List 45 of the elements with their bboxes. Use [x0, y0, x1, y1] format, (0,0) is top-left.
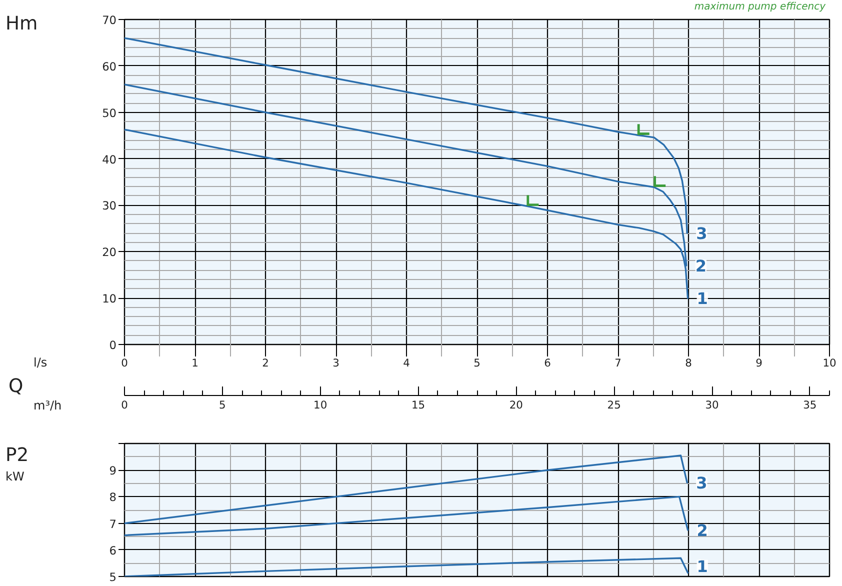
x-tick-label: 10	[822, 356, 836, 370]
x-tick-label: 6	[544, 356, 552, 370]
y-tick-label: 7	[109, 516, 117, 531]
x-tick-label: 3	[332, 356, 340, 370]
y-tick-label: 50	[102, 106, 117, 120]
y-tick-label: 0	[109, 338, 117, 352]
y-axis-title: Hm	[6, 14, 38, 34]
x-tick-label: 4	[403, 356, 410, 370]
x2-tick-label: 35	[803, 398, 817, 412]
y-tick-label: 10	[102, 292, 117, 306]
y-tick-label: 8	[109, 490, 117, 504]
y-tick-label: 6	[109, 543, 117, 558]
x-tick-label: 1	[192, 356, 198, 370]
x-axis-title: l/s	[34, 356, 48, 370]
series-label: 2	[696, 520, 708, 540]
y-tick-label: 20	[102, 245, 117, 260]
series-label: 2	[695, 256, 707, 276]
y-tick-label: 70	[102, 13, 117, 27]
y-tick-label: 30	[102, 198, 117, 213]
x2-tick-label: 25	[607, 398, 621, 412]
x2-tick-label: 20	[509, 398, 524, 412]
x2-tick-label: 0	[121, 398, 128, 412]
x-tick-label: 0	[121, 356, 128, 370]
y-tick-label: 9	[109, 464, 117, 478]
x2-tick-label: 5	[219, 398, 226, 412]
series-label: 3	[696, 224, 708, 244]
x2-axis-title: m³/h	[34, 398, 62, 412]
series-label: 1	[696, 289, 708, 308]
text: kW	[6, 470, 24, 484]
series-label: 1	[696, 556, 708, 576]
x-tick-label: 8	[685, 356, 692, 370]
x2-tick-label: 15	[411, 398, 426, 412]
y-axis-title: P2	[6, 445, 29, 466]
x-tick-label: 9	[756, 356, 763, 370]
y-tick-label: 5	[109, 570, 117, 584]
y-tick-label: 60	[102, 59, 117, 74]
text: maximum pump efficency	[694, 2, 827, 12]
y-tick-label: 40	[102, 152, 117, 166]
x2-tick-label: 10	[314, 398, 328, 412]
series-label: 3	[696, 474, 708, 493]
x-tick-label: 5	[474, 356, 480, 370]
x-tick-label: 7	[614, 356, 622, 370]
text: Q	[8, 376, 24, 397]
x-tick-label: 2	[262, 356, 269, 370]
x2-tick-label: 30	[705, 398, 719, 412]
